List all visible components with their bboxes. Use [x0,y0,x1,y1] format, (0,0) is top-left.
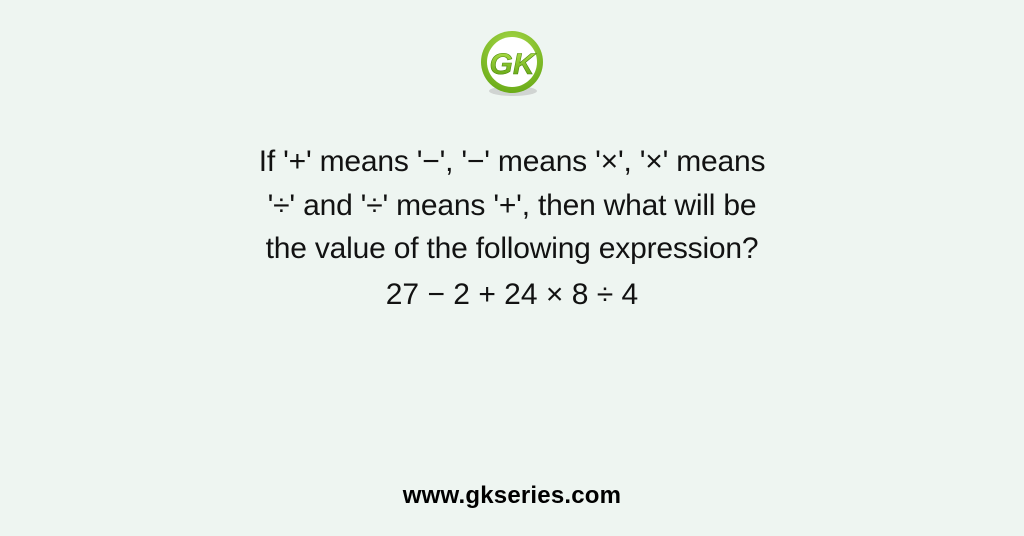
logo-text: GK [490,48,537,81]
question-line-1: If '+' means '−', '−' means '×', '×' mea… [152,140,872,184]
question-block: If '+' means '−', '−' means '×', '×' mea… [152,140,872,316]
footer-url: www.gkseries.com [403,482,621,510]
logo: GK [477,30,547,105]
question-expression: 27 − 2 + 24 × 8 ÷ 4 [152,273,872,317]
question-line-3: the value of the following expression? [152,227,872,271]
question-line-2: '÷' and '÷' means '+', then what will be [152,184,872,228]
gk-logo-icon: GK [477,30,547,100]
